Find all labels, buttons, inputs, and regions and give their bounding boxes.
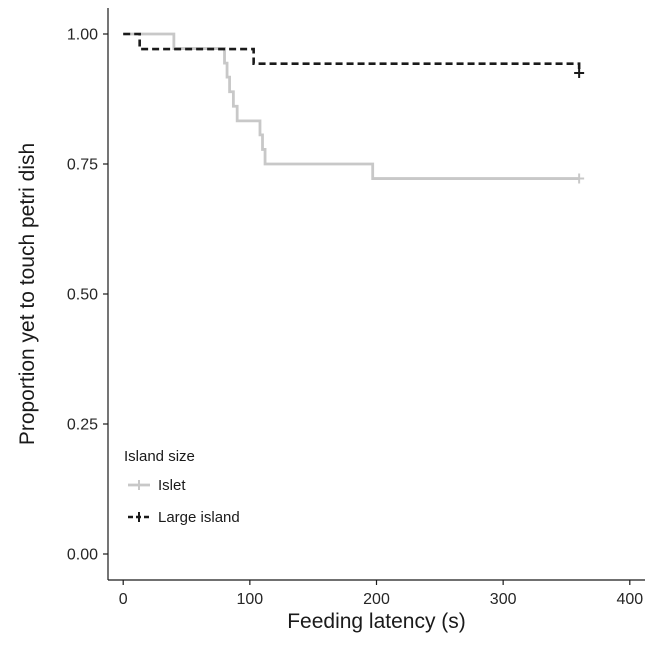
y-tick-label: 0.50 [67,287,98,304]
x-axis-title: Feeding latency (s) [287,610,466,633]
censor-mark-islet [574,173,585,184]
x-tick-label: 300 [490,591,517,608]
y-tick-label: 0.00 [67,547,98,564]
y-tick-label: 0.25 [67,417,98,434]
plot-area [123,32,585,184]
x-tick-label: 400 [616,591,643,608]
x-tick-label: 200 [363,591,390,608]
legend-title: Island size [124,448,195,465]
x-tick-label: 100 [236,591,263,608]
axes: 0.00 0.25 0.50 0.75 1.00 0 100 200 300 400 [67,8,645,608]
censor-mark-large-island [574,68,585,78]
legend: Island size Islet Large island [124,448,240,526]
x-tick-label: 0 [119,591,128,608]
y-tick-label: 0.75 [67,157,98,174]
series-line-islet [123,32,580,180]
series-line-large-island [123,32,581,73]
y-axis-title: Proportion yet to touch petri dish [16,143,39,445]
y-tick-label: 1.00 [67,27,98,44]
legend-label-islet: Islet [158,477,186,494]
legend-label-large-island: Large island [158,509,240,526]
